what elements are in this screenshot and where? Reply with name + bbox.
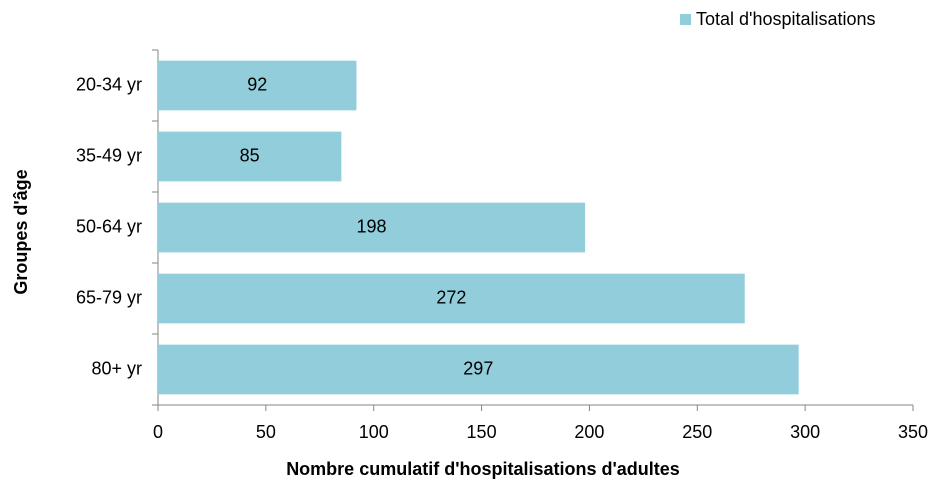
bar: [158, 60, 357, 111]
bar-value-label: 92: [247, 74, 267, 94]
bar: [158, 202, 586, 253]
x-tick-label: 100: [359, 422, 389, 442]
y-tick-label: 50-64 yr: [76, 216, 142, 236]
x-tick-label: 300: [790, 422, 820, 442]
bar-value-label: 198: [357, 216, 387, 236]
x-tick-label: 250: [682, 422, 712, 442]
bar: [158, 273, 745, 324]
x-tick-label: 50: [256, 422, 276, 442]
y-tick-label: 65-79 yr: [76, 287, 142, 307]
x-tick-label: 350: [898, 422, 928, 442]
bar-value-label: 85: [240, 145, 260, 165]
legend-label: Total d'hospitalisations: [696, 9, 876, 29]
bar: [158, 131, 342, 182]
x-tick-label: 200: [574, 422, 604, 442]
legend-swatch: [680, 14, 691, 25]
x-axis-title: Nombre cumulatif d'hospitalisations d'ad…: [286, 459, 680, 479]
y-tick-label: 20-34 yr: [76, 74, 142, 94]
y-tick-label: 80+ yr: [91, 358, 142, 378]
y-axis-title: Groupes d'âge: [11, 169, 31, 294]
bar-value-label: 297: [463, 358, 493, 378]
bar-value-label: 272: [436, 287, 466, 307]
y-tick-label: 35-49 yr: [76, 145, 142, 165]
x-tick-label: 150: [467, 422, 497, 442]
bar: [158, 344, 799, 395]
x-tick-label: 0: [153, 422, 163, 442]
